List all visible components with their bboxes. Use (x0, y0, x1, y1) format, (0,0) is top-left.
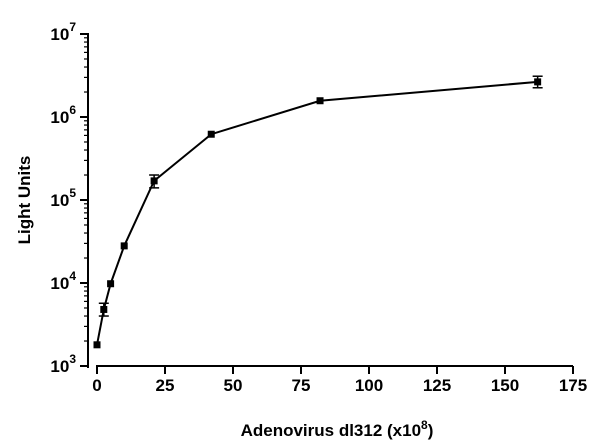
x-tick-label-7: 175 (559, 376, 587, 395)
data-point-6 (316, 97, 324, 105)
x-axis-label-close: ) (428, 421, 434, 440)
data-point-7 (534, 78, 542, 86)
y-tick-label-exponent-3: 6 (69, 103, 76, 117)
x-tick-label-0: 0 (92, 376, 101, 395)
x-tick-label-2: 50 (224, 376, 243, 395)
y-tick-label-2: 105 (50, 186, 76, 210)
data-point-1 (100, 305, 108, 313)
x-ticks: 0 25 50 75 100 125 150 175 (92, 366, 587, 395)
data-point-2 (107, 280, 115, 288)
y-tick-label-exponent-0: 3 (69, 352, 76, 366)
y-tick-label-exponent-1: 4 (69, 269, 76, 283)
y-tick-label-exponent-2: 5 (69, 186, 76, 200)
x-axis-label: Adenovirus dl312 (x108) (241, 418, 434, 440)
y-tick-label-0: 103 (50, 352, 76, 376)
data-point-0 (93, 341, 101, 349)
y-axis-label: Light Units (15, 156, 34, 245)
data-point-4 (150, 177, 158, 185)
series-line-0 (96, 80, 538, 346)
y-tick-label-1: 104 (50, 269, 76, 293)
y-tick-label-base-0: 10 (50, 357, 69, 376)
y-tick-label-3: 106 (50, 103, 76, 127)
x-tick-label-4: 100 (355, 376, 383, 395)
x-tick-label-1: 25 (156, 376, 175, 395)
y-tick-label-base-3: 10 (50, 108, 69, 127)
data-point-5 (207, 130, 215, 138)
x-tick-label-3: 75 (292, 376, 311, 395)
x-tick-label-5: 125 (423, 376, 451, 395)
series (93, 75, 543, 349)
data-point-3 (120, 242, 128, 250)
y-tick-label-base-4: 10 (50, 25, 69, 44)
x-tick-label-6: 150 (491, 376, 519, 395)
y-tick-label-4: 107 (50, 20, 76, 44)
y-tick-label-base-1: 10 (50, 274, 69, 293)
y-tick-label-exponent-4: 7 (69, 20, 76, 34)
x-axis-label-exponent: 8 (421, 418, 428, 432)
x-axis-label-main: Adenovirus dl312 (x10 (241, 421, 421, 440)
y-tick-label-base-2: 10 (50, 191, 69, 210)
x-axis: 0 25 50 75 100 125 150 175 (92, 365, 587, 395)
